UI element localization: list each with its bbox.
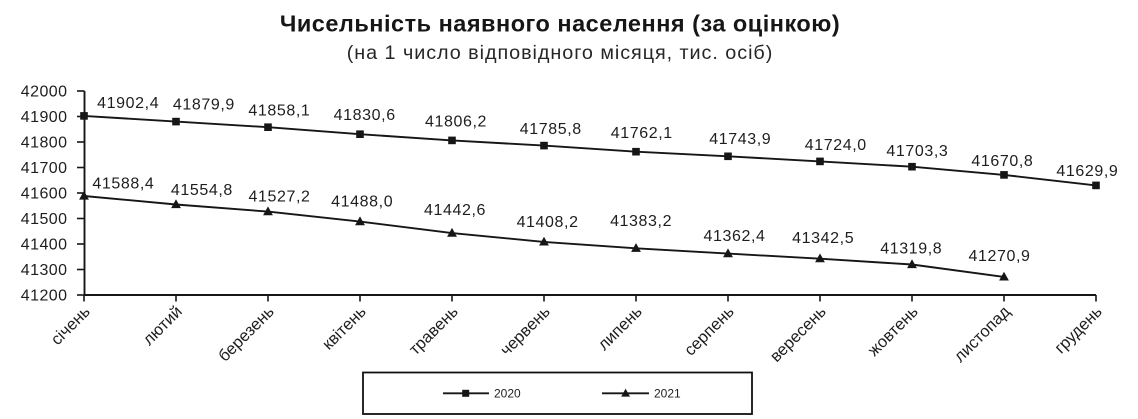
svg-text:42000: 42000 bbox=[21, 84, 68, 101]
svg-text:2021: 2021 bbox=[654, 387, 681, 401]
svg-text:41270,9: 41270,9 bbox=[968, 248, 1030, 265]
svg-text:41400: 41400 bbox=[21, 237, 68, 254]
svg-text:41806,2: 41806,2 bbox=[425, 114, 487, 131]
svg-text:41902,4: 41902,4 bbox=[97, 95, 159, 112]
svg-text:41362,4: 41362,4 bbox=[703, 228, 765, 245]
svg-text:41762,1: 41762,1 bbox=[611, 125, 673, 142]
svg-text:41600: 41600 bbox=[21, 186, 68, 203]
svg-text:41879,9: 41879,9 bbox=[173, 97, 235, 114]
svg-text:Чисельність наявного населення: Чисельність наявного населення (за оцінк… bbox=[280, 11, 840, 37]
svg-text:41488,0: 41488,0 bbox=[331, 194, 393, 211]
svg-text:41743,9: 41743,9 bbox=[709, 131, 771, 148]
svg-text:41724,0: 41724,0 bbox=[805, 137, 867, 154]
svg-text:(на 1 число відповідного місяц: (на 1 число відповідного місяця, тис. ос… bbox=[347, 42, 774, 64]
svg-text:41703,3: 41703,3 bbox=[886, 143, 948, 160]
svg-text:41300: 41300 bbox=[21, 262, 68, 279]
svg-text:41800: 41800 bbox=[21, 135, 68, 152]
svg-text:41554,8: 41554,8 bbox=[171, 182, 233, 199]
svg-text:2020: 2020 bbox=[494, 387, 521, 401]
svg-text:41319,8: 41319,8 bbox=[880, 241, 942, 258]
svg-text:41408,2: 41408,2 bbox=[517, 214, 579, 231]
svg-text:41500: 41500 bbox=[21, 211, 68, 228]
svg-text:41342,5: 41342,5 bbox=[792, 230, 854, 247]
svg-text:41830,6: 41830,6 bbox=[334, 107, 396, 124]
svg-text:41442,6: 41442,6 bbox=[424, 202, 486, 219]
svg-text:41785,8: 41785,8 bbox=[520, 121, 582, 138]
svg-text:41700: 41700 bbox=[21, 160, 68, 177]
svg-text:41900: 41900 bbox=[21, 109, 68, 126]
svg-text:41670,8: 41670,8 bbox=[971, 153, 1033, 170]
svg-text:41527,2: 41527,2 bbox=[248, 189, 310, 206]
svg-text:41629,9: 41629,9 bbox=[1056, 163, 1118, 180]
svg-text:41383,2: 41383,2 bbox=[610, 213, 672, 230]
svg-text:41858,1: 41858,1 bbox=[248, 103, 310, 120]
svg-text:41200: 41200 bbox=[21, 288, 68, 305]
svg-text:41588,4: 41588,4 bbox=[92, 175, 154, 192]
